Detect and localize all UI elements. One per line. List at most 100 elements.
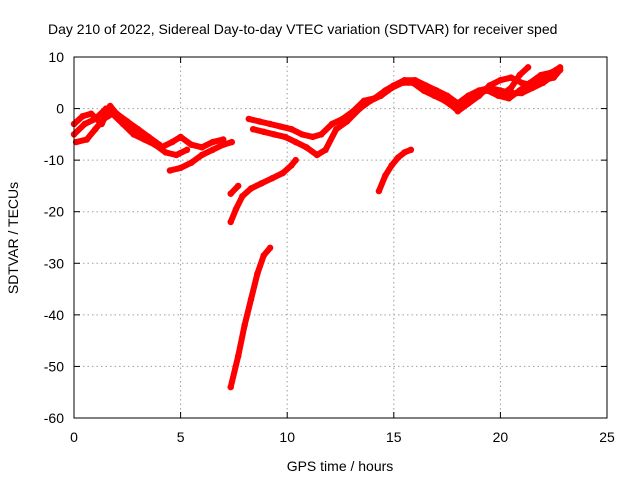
- data-point: [166, 167, 174, 174]
- data-point: [505, 95, 513, 102]
- data-point: [524, 64, 532, 71]
- x-tick-label: 20: [493, 429, 509, 445]
- data-point: [343, 118, 351, 125]
- data-point: [377, 92, 385, 99]
- x-tick-label: 5: [177, 429, 185, 445]
- data-point: [318, 131, 325, 138]
- data-point: [100, 115, 108, 123]
- series-line-track-12: [375, 146, 414, 195]
- data-point: [102, 105, 110, 112]
- data-point: [168, 138, 176, 146]
- data-point: [260, 252, 267, 259]
- data-point: [83, 136, 91, 143]
- y-tick-label: -30: [44, 255, 64, 271]
- data-point: [431, 92, 438, 99]
- data-point: [356, 105, 363, 112]
- data-point: [292, 156, 299, 164]
- data-point: [266, 244, 274, 251]
- x-tick-label: 15: [386, 429, 402, 445]
- data-point: [173, 151, 180, 159]
- data-point: [227, 190, 234, 197]
- data-point: [407, 146, 415, 153]
- data-point: [87, 110, 95, 117]
- data-point: [156, 141, 163, 148]
- data-point: [235, 352, 242, 360]
- data-point: [367, 97, 374, 105]
- data-point: [232, 205, 240, 213]
- data-point: [134, 126, 142, 133]
- data-point: [394, 154, 402, 161]
- data-point: [322, 146, 329, 153]
- data-point: [247, 296, 255, 303]
- y-tick-label: 0: [56, 101, 64, 117]
- y-tick-label: -10: [44, 152, 64, 168]
- data-point: [188, 159, 195, 166]
- data-point: [292, 138, 299, 146]
- data-point: [288, 126, 295, 133]
- data-point: [235, 182, 242, 190]
- data-point: [556, 66, 564, 74]
- data-point: [145, 133, 152, 141]
- data-point: [124, 118, 131, 125]
- data-point: [92, 115, 99, 123]
- data-point: [454, 108, 461, 115]
- data-point: [422, 82, 429, 89]
- data-point: [198, 144, 206, 151]
- data-point: [209, 138, 216, 146]
- data-point: [388, 84, 395, 92]
- data-point: [550, 74, 557, 81]
- x-axis-label: GPS time / hours: [287, 458, 394, 474]
- data-point: [441, 97, 449, 105]
- data-point: [516, 87, 523, 94]
- data-point: [328, 120, 336, 128]
- data-point: [198, 151, 206, 159]
- data-point: [401, 149, 408, 156]
- data-point: [245, 115, 252, 123]
- y-tick-label: 10: [48, 49, 64, 65]
- data-point: [486, 82, 493, 89]
- plot-frame: [73, 56, 608, 419]
- y-tick-label: -60: [44, 410, 64, 426]
- data-point: [309, 133, 316, 141]
- data-point: [298, 131, 306, 138]
- data-point: [92, 126, 99, 133]
- data-point: [333, 126, 340, 133]
- y-tick-label: -20: [44, 204, 64, 220]
- x-tick-label: 10: [279, 429, 295, 445]
- series-line-track-6: [227, 157, 299, 225]
- data-point: [388, 162, 395, 169]
- data-point: [241, 322, 248, 329]
- x-tick-label: 25: [599, 429, 615, 445]
- data-point: [260, 128, 267, 135]
- data-point: [162, 149, 169, 156]
- data-point: [249, 126, 257, 133]
- data-point: [130, 131, 137, 138]
- data-point: [81, 120, 88, 128]
- data-point: [277, 123, 284, 130]
- axis-ticks: 0 5 10 15 20 25 -60 -50 -40 -30 -20 -10 0 10: [44, 49, 615, 445]
- data-point: [382, 172, 389, 179]
- data-point: [375, 187, 383, 195]
- data-point: [518, 79, 525, 87]
- chart-title: Day 210 of 2022, Sidereal Day-to-day VTE…: [48, 21, 557, 37]
- data-point: [537, 71, 545, 79]
- data-point: [475, 92, 483, 99]
- data-point: [271, 131, 278, 138]
- data-point: [303, 144, 310, 151]
- data-point: [239, 193, 246, 200]
- data-point: [227, 218, 234, 226]
- data-point: [516, 71, 523, 79]
- data-point: [247, 185, 255, 192]
- data-point: [529, 82, 536, 89]
- data-point: [228, 138, 235, 146]
- data-point: [539, 77, 547, 84]
- data-point: [188, 141, 195, 148]
- data-point: [443, 92, 451, 99]
- data-point: [79, 113, 86, 120]
- data-point: [497, 92, 504, 99]
- data-point: [420, 87, 427, 94]
- data-point: [258, 180, 265, 187]
- data-point: [497, 77, 504, 84]
- y-tick-label: -50: [44, 358, 64, 374]
